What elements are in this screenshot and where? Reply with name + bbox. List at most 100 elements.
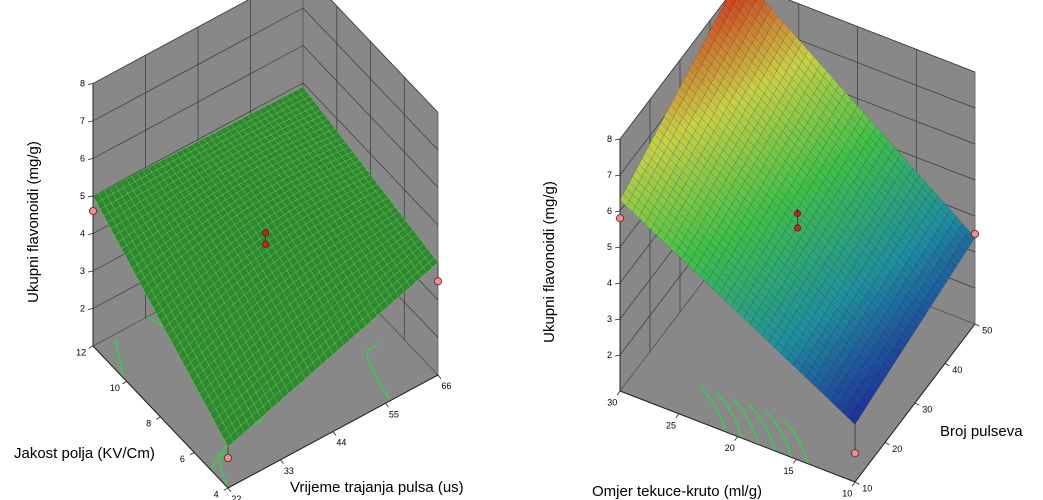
z-axis-title: Ukupni flavonoidi (mg/g) — [25, 141, 42, 303]
y-tick-mark — [156, 416, 161, 420]
x-tick-mark — [793, 459, 797, 464]
design-point — [89, 206, 98, 215]
contour-line — [781, 417, 809, 464]
z-tick-mark — [614, 174, 621, 177]
response-surface — [619, 0, 976, 425]
z-tick-mark — [614, 210, 621, 213]
z-tick-label: 7 — [80, 116, 85, 126]
x-tick-label: 30 — [607, 398, 617, 408]
design-point — [261, 240, 270, 248]
z-tick-mark — [87, 270, 94, 273]
z-tick-label: 4 — [80, 229, 85, 239]
x-tick-label: 44 — [336, 438, 346, 448]
z-tick-label: 3 — [607, 314, 612, 324]
z-tick-mark — [614, 138, 621, 141]
x-tick-mark — [227, 487, 232, 493]
x-tick-mark — [675, 413, 680, 419]
z-tick-label: 2 — [80, 304, 85, 314]
x-tick-label: 33 — [284, 466, 294, 476]
z-tick-mark — [87, 120, 94, 123]
design-point — [223, 453, 232, 462]
x-tick-label: 22 — [231, 494, 241, 500]
y-tick-mark — [914, 402, 920, 406]
x-tick-label: 10 — [842, 489, 852, 499]
x-tick-label: 20 — [725, 443, 735, 453]
contour-line — [219, 451, 231, 489]
design-points — [616, 200, 980, 458]
z-tick-label: 8 — [607, 134, 612, 144]
z-tick-label: 6 — [80, 154, 85, 164]
x-tick-label: 15 — [784, 466, 794, 476]
y-tick-label: 10 — [862, 483, 872, 493]
z-tick-label: 4 — [607, 278, 612, 288]
response-surface — [92, 86, 439, 448]
design-point — [971, 229, 980, 238]
x-tick-mark — [437, 374, 442, 380]
y-tick-mark — [944, 363, 950, 367]
y-tick-mark — [189, 452, 195, 456]
y-tick-mark — [854, 481, 860, 485]
contour-line — [715, 392, 743, 439]
x-tick-mark — [332, 431, 337, 436]
floor-contours — [699, 385, 809, 464]
z-tick-mark — [614, 354, 621, 357]
z-tick-mark — [87, 308, 94, 310]
z-tick-mark — [87, 195, 94, 198]
y-tick-mark — [88, 345, 94, 349]
x-axis-title: Vrijeme trajanja pulsa (us) — [290, 479, 464, 496]
z-axis-title: Ukupni flavonoidi (mg/g) — [541, 181, 558, 343]
x-tick-mark — [616, 390, 621, 396]
y-tick-label: 20 — [892, 444, 902, 454]
x-axis-title: Omjer tekuce-kruto (ml/g) — [592, 483, 762, 500]
design-point — [851, 449, 860, 458]
contour-line — [748, 404, 776, 452]
design-point — [433, 277, 442, 286]
y-tick-label: 4 — [214, 489, 219, 499]
y-tick-label: 40 — [952, 365, 962, 375]
z-tick-mark — [87, 83, 94, 85]
contour-line — [114, 339, 125, 379]
x-tick-mark — [734, 436, 738, 441]
y-axis-title: Jakost polja (KV/Cm) — [14, 445, 155, 462]
z-tick-mark — [614, 282, 621, 285]
z-tick-label: 8 — [80, 79, 85, 89]
contour-line — [765, 411, 793, 458]
z-tick-label: 7 — [607, 170, 612, 180]
contour-line — [732, 398, 760, 445]
z-tick-label: 6 — [607, 206, 612, 216]
z-axis: 2 3 4 5 6 7 8 — [607, 134, 621, 391]
x-tick-label: 66 — [441, 381, 451, 391]
y-tick-mark — [122, 381, 127, 385]
contour-line — [699, 385, 727, 433]
z-tick-mark — [87, 158, 94, 160]
y-tick-label: 30 — [922, 404, 932, 414]
z-tick-mark — [614, 318, 621, 321]
y-axis: 4 6 8 10 12 — [76, 345, 229, 499]
x-tick-mark — [851, 481, 856, 487]
design-point — [793, 224, 802, 232]
y-axis: 10 20 30 40 50 — [854, 323, 992, 493]
z-tick-label: 5 — [607, 242, 612, 252]
axis-titles: Ukupni flavonoidi (mg/g) Omjer tekuce-kru… — [541, 181, 1023, 500]
x-tick-mark — [280, 459, 284, 464]
y-axis-title: Broj pulseva — [940, 423, 1023, 440]
y-tick-mark — [223, 487, 229, 491]
y-tick-label: 50 — [982, 325, 992, 335]
x-tick-mark — [385, 403, 389, 408]
y-tick-label: 8 — [146, 418, 151, 428]
z-tick-mark — [614, 246, 621, 249]
y-tick-label: 12 — [76, 347, 86, 357]
y-tick-label: 10 — [110, 383, 120, 393]
y-tick-mark — [884, 442, 890, 446]
z-tick-label: 3 — [80, 266, 85, 276]
design-point — [616, 214, 625, 223]
x-axis: 22 33 44 55 66 — [227, 374, 451, 500]
z-tick-label: 2 — [607, 350, 612, 360]
y-tick-mark — [974, 323, 980, 327]
x-tick-label: 25 — [666, 420, 676, 430]
z-tick-mark — [87, 233, 94, 235]
x-tick-label: 55 — [389, 409, 399, 419]
